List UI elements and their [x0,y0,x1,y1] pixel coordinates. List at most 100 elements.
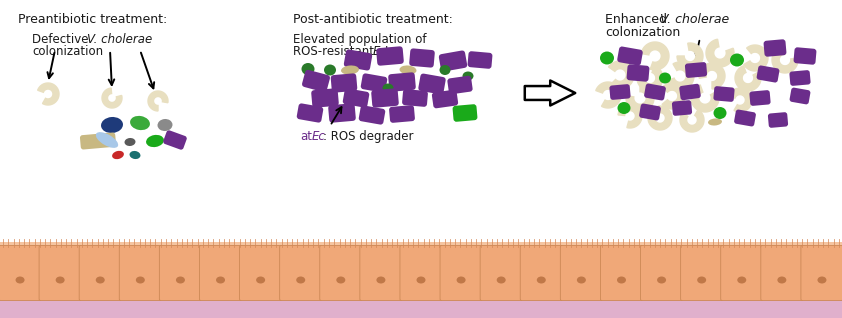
FancyBboxPatch shape [388,72,416,92]
Text: at: at [300,130,312,143]
FancyBboxPatch shape [439,51,467,72]
FancyBboxPatch shape [402,89,428,107]
FancyBboxPatch shape [794,47,817,65]
Ellipse shape [96,276,104,284]
Ellipse shape [130,116,150,130]
Ellipse shape [577,276,586,284]
FancyBboxPatch shape [80,133,116,149]
Ellipse shape [256,276,265,284]
FancyBboxPatch shape [679,84,701,100]
FancyArrowPatch shape [525,80,575,106]
Ellipse shape [600,52,614,65]
FancyBboxPatch shape [320,245,362,301]
Ellipse shape [101,117,123,133]
Ellipse shape [382,84,393,93]
FancyBboxPatch shape [617,46,642,66]
Polygon shape [609,61,634,89]
Ellipse shape [399,66,417,74]
Ellipse shape [157,119,173,131]
Bar [0,296,842,318]
Ellipse shape [96,132,118,148]
FancyBboxPatch shape [721,245,763,301]
FancyBboxPatch shape [328,103,356,123]
Ellipse shape [818,276,827,284]
Ellipse shape [146,135,164,147]
FancyBboxPatch shape [734,109,756,127]
Ellipse shape [537,276,546,284]
FancyBboxPatch shape [200,245,242,301]
FancyBboxPatch shape [626,64,649,82]
FancyBboxPatch shape [644,84,666,100]
Ellipse shape [15,276,24,284]
FancyBboxPatch shape [749,90,770,106]
Polygon shape [38,83,59,105]
FancyBboxPatch shape [768,112,788,128]
FancyBboxPatch shape [376,46,404,66]
Polygon shape [677,43,703,69]
Ellipse shape [497,276,506,284]
Polygon shape [667,62,694,90]
Polygon shape [728,88,752,112]
Ellipse shape [176,276,185,284]
Ellipse shape [659,73,671,84]
FancyBboxPatch shape [343,88,370,107]
Ellipse shape [130,151,141,159]
FancyBboxPatch shape [680,245,722,301]
Ellipse shape [617,276,626,284]
Polygon shape [596,82,621,108]
FancyBboxPatch shape [280,245,322,301]
Polygon shape [148,91,168,111]
Polygon shape [743,45,768,71]
Ellipse shape [301,63,315,75]
FancyBboxPatch shape [453,104,477,122]
Ellipse shape [456,276,466,284]
FancyBboxPatch shape [79,245,121,301]
Polygon shape [691,85,719,112]
Ellipse shape [777,276,786,284]
Text: Post-antibiotic treatment:: Post-antibiotic treatment: [293,13,453,26]
FancyBboxPatch shape [440,245,482,301]
FancyBboxPatch shape [371,88,399,108]
FancyBboxPatch shape [447,76,472,94]
FancyBboxPatch shape [0,245,41,301]
Ellipse shape [56,276,65,284]
Ellipse shape [617,102,631,114]
Text: Preantibiotic treatment:: Preantibiotic treatment: [18,13,168,26]
Polygon shape [735,66,761,91]
FancyBboxPatch shape [685,62,707,78]
FancyBboxPatch shape [302,70,330,92]
Ellipse shape [697,276,706,284]
Ellipse shape [296,276,305,284]
Polygon shape [662,83,685,109]
Text: : ROS degrader: : ROS degrader [323,130,413,143]
FancyBboxPatch shape [120,245,162,301]
FancyBboxPatch shape [400,245,442,301]
Ellipse shape [376,276,386,284]
Ellipse shape [136,276,145,284]
Ellipse shape [713,107,727,119]
Text: Enhanced: Enhanced [605,13,671,26]
FancyBboxPatch shape [344,50,372,71]
Ellipse shape [708,119,722,126]
FancyBboxPatch shape [467,51,493,69]
FancyBboxPatch shape [480,245,522,301]
FancyBboxPatch shape [560,245,602,301]
FancyBboxPatch shape [39,245,81,301]
Text: Ec: Ec [373,45,386,58]
FancyBboxPatch shape [418,73,445,94]
Ellipse shape [125,138,136,146]
Polygon shape [637,66,663,91]
Text: colonization: colonization [32,45,103,58]
FancyBboxPatch shape [610,84,631,100]
Text: V. cholerae: V. cholerae [660,13,729,26]
Ellipse shape [112,151,124,159]
Ellipse shape [657,276,666,284]
Polygon shape [680,110,704,132]
Polygon shape [648,106,672,130]
FancyBboxPatch shape [520,245,562,301]
Polygon shape [772,47,798,73]
Text: Ec: Ec [312,130,326,143]
Polygon shape [102,88,122,108]
Polygon shape [618,104,642,128]
Ellipse shape [216,276,225,284]
